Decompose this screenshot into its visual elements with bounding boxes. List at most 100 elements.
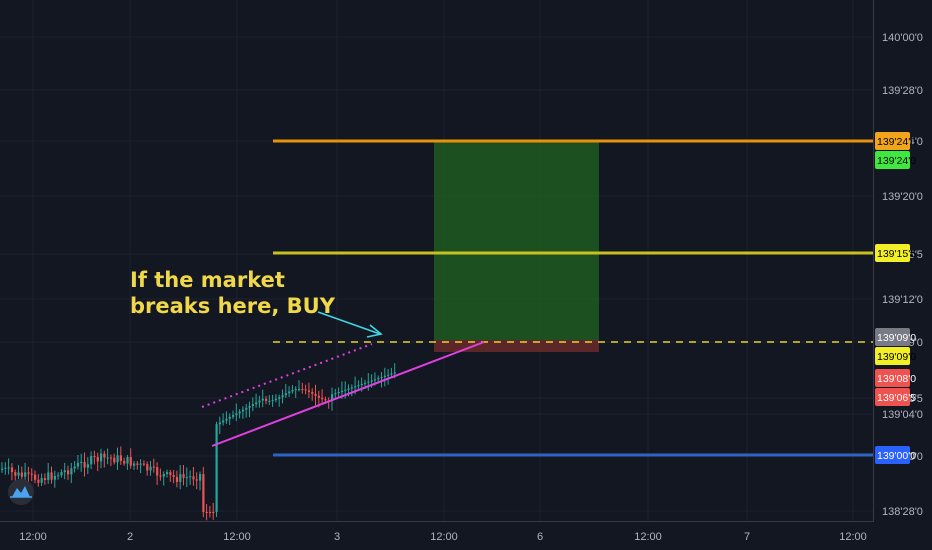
candle-body xyxy=(373,379,377,381)
candle-body xyxy=(212,512,215,513)
price-tick-label: 139'20'0 xyxy=(882,191,923,203)
candle-body xyxy=(47,472,50,481)
price-badge-label: 139'09'0 xyxy=(877,351,916,363)
time-tick-label: 12:00 xyxy=(634,531,662,543)
time-tick-label: 12:00 xyxy=(839,531,867,543)
time-tick-label: 12:00 xyxy=(19,531,47,543)
candle-body xyxy=(288,391,291,394)
time-tick-label: 7 xyxy=(744,531,750,543)
candle-body xyxy=(17,472,20,476)
candle-body xyxy=(357,385,360,387)
candle-body xyxy=(126,457,129,464)
candle-body xyxy=(20,472,23,477)
candle-body xyxy=(192,476,195,480)
candle-body xyxy=(370,380,373,382)
price-badge-label: 139'00'0 xyxy=(877,450,916,462)
candle-body xyxy=(218,422,221,425)
candle-body xyxy=(317,395,320,398)
candle-body xyxy=(298,389,301,391)
candle-body xyxy=(152,466,155,468)
candle-body xyxy=(367,381,370,383)
candle-body xyxy=(377,378,380,380)
candle-body xyxy=(119,455,122,462)
price-badges: 139'24'0 139'24'0 139'15'5 139'09'0 139'09'0… xyxy=(875,132,916,464)
candle-body xyxy=(271,400,274,402)
candle-body xyxy=(304,389,307,391)
candle-body xyxy=(232,415,235,417)
candle-body xyxy=(235,413,238,416)
candle-body xyxy=(123,461,126,464)
price-badge xyxy=(875,347,910,365)
candle-body xyxy=(53,475,56,480)
time-tick-label: 6 xyxy=(537,531,543,543)
candle-body xyxy=(189,476,192,478)
candle-body xyxy=(113,457,116,463)
candle-body xyxy=(340,390,344,392)
candle-body xyxy=(172,475,175,477)
price-badge xyxy=(875,244,910,262)
candle-body xyxy=(380,376,383,379)
candle-body xyxy=(76,462,80,467)
price-badge xyxy=(875,151,910,169)
candle-body xyxy=(73,466,76,469)
candle-body xyxy=(261,398,264,401)
candle-body xyxy=(245,407,248,410)
candle-body xyxy=(100,453,103,462)
candle-body xyxy=(321,397,324,400)
candle-body xyxy=(208,512,212,513)
price-badge xyxy=(875,132,910,150)
candle-body xyxy=(225,418,228,421)
candle-body xyxy=(67,470,70,475)
candle-body xyxy=(166,472,169,475)
candle-body xyxy=(1,468,4,470)
candle-body xyxy=(109,457,113,459)
candle-body xyxy=(136,463,139,465)
price-badge-label: 139'24'0 xyxy=(877,155,916,167)
horizontal-levels[interactable] xyxy=(273,139,873,457)
annotation-group[interactable]: If the market breaks here, BUY xyxy=(130,268,336,318)
candle-body xyxy=(139,463,142,465)
candle-body xyxy=(294,389,297,391)
candle-body xyxy=(90,455,93,465)
time-tick-label: 2 xyxy=(127,531,133,543)
candle-body xyxy=(238,411,241,414)
candle-body xyxy=(331,394,334,401)
stop-zone[interactable] xyxy=(434,340,599,352)
trendline-rising-resistance[interactable] xyxy=(201,343,373,408)
candle-body xyxy=(179,474,182,482)
candle-body xyxy=(149,466,152,471)
candle-body xyxy=(390,373,393,375)
candle-body xyxy=(291,390,294,392)
candle-body xyxy=(265,398,268,401)
candle-body xyxy=(96,456,99,462)
candle-body xyxy=(86,464,89,468)
trend-lines[interactable] xyxy=(201,341,485,447)
time-axis[interactable]: 12:00 2 12:00 3 12:00 6 12:00 7 12:00 xyxy=(19,531,867,543)
candle-body xyxy=(364,382,367,384)
candle-body xyxy=(37,479,40,483)
price-badge xyxy=(875,369,910,387)
time-tick-label: 12:00 xyxy=(430,531,458,543)
price-tick-label: 140'00'0 xyxy=(882,32,923,44)
candle-body xyxy=(251,404,254,407)
candle-body xyxy=(146,464,149,471)
price-tick-label: 139'12'0 xyxy=(882,294,923,306)
time-tick-label: 3 xyxy=(334,531,340,543)
candle-body xyxy=(30,473,33,475)
long-position-tool[interactable] xyxy=(434,142,599,352)
price-badge-label: 139'08'0 xyxy=(877,373,916,385)
candle-body xyxy=(258,400,261,403)
candle-body xyxy=(228,416,231,419)
tradingview-logo-icon[interactable] xyxy=(8,479,34,505)
trendline-rising-support[interactable] xyxy=(211,341,485,447)
candle-body xyxy=(199,474,202,481)
profit-zone[interactable] xyxy=(434,142,599,340)
arrow-head xyxy=(366,324,383,338)
price-badge xyxy=(875,328,910,346)
candle-body xyxy=(354,386,357,388)
candle-body xyxy=(284,393,287,396)
annotation-line-1: If the market xyxy=(130,268,285,292)
candle-body xyxy=(175,476,179,482)
candle-body xyxy=(268,400,271,402)
